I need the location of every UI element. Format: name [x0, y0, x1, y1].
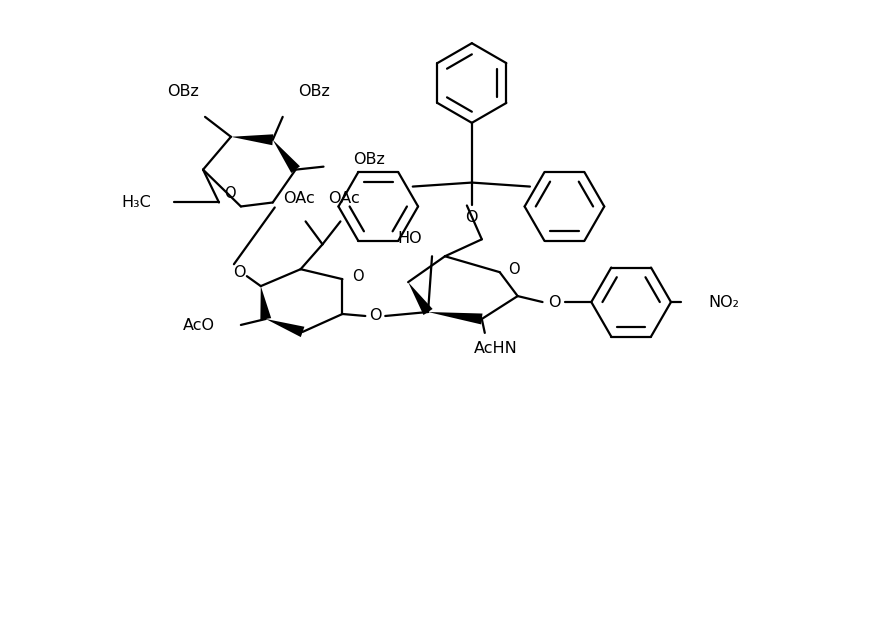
Polygon shape [231, 134, 273, 145]
Polygon shape [260, 286, 272, 319]
Text: OBz: OBz [299, 84, 330, 99]
Polygon shape [272, 140, 300, 173]
Text: O: O [466, 210, 478, 225]
Text: HO: HO [398, 232, 422, 246]
Text: OAc: OAc [328, 192, 360, 207]
Text: AcHN: AcHN [474, 341, 518, 356]
Text: OAc: OAc [283, 192, 314, 207]
Text: O: O [224, 187, 236, 202]
Text: NO₂: NO₂ [709, 295, 739, 310]
Text: O: O [369, 308, 382, 323]
Text: O: O [548, 295, 561, 310]
Text: O: O [233, 265, 245, 280]
Text: OBz: OBz [353, 152, 385, 167]
Text: O: O [508, 261, 519, 276]
Text: AcO: AcO [183, 318, 215, 333]
Polygon shape [265, 319, 305, 337]
Polygon shape [428, 312, 483, 324]
Text: OBz: OBz [167, 84, 199, 99]
Text: H₃C: H₃C [122, 195, 152, 210]
Polygon shape [408, 282, 433, 315]
Text: O: O [352, 269, 364, 284]
